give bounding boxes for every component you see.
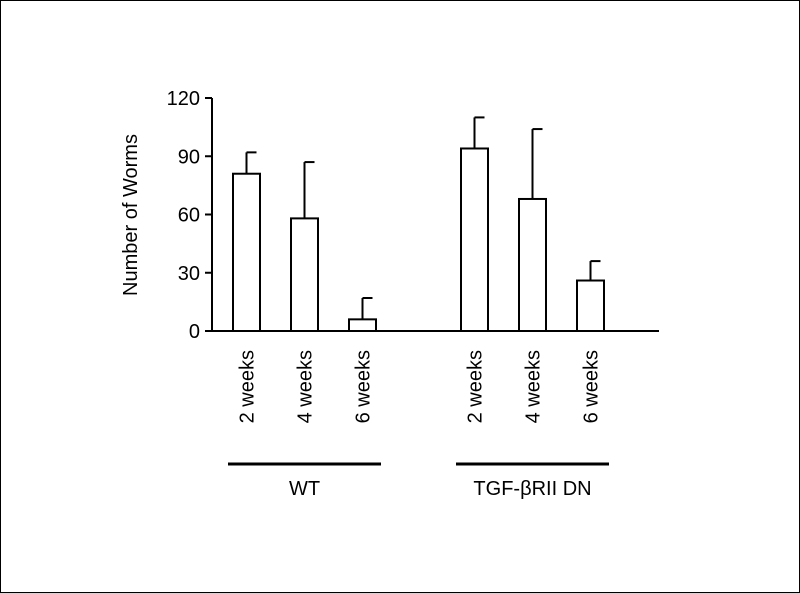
- x-category-label: 2 weeks: [237, 350, 259, 423]
- axes: 0 30 60 90 120: [167, 88, 659, 343]
- y-tick-label: 0: [189, 321, 200, 343]
- y-tick-label: 120: [167, 88, 200, 110]
- bar: [232, 172, 261, 332]
- bar: [576, 279, 605, 332]
- y-tick-label: 90: [178, 146, 200, 168]
- x-category-label: 2 weeks: [465, 350, 487, 423]
- x-category-label: 6 weeks: [581, 350, 603, 423]
- bar: [518, 197, 547, 332]
- bars: [232, 116, 605, 333]
- bar: [460, 147, 489, 332]
- x-category-label: 4 weeks: [523, 350, 545, 423]
- bar: [348, 318, 377, 333]
- group-label: TGF-βRII DN: [473, 478, 591, 500]
- labels: 2 weeks 4 weeks 6 weeks WT 2 weeks 4 weeks 6 w…: [228, 350, 609, 500]
- bar: [290, 217, 319, 332]
- x-category-label: 4 weeks: [295, 350, 317, 423]
- y-tick-label: 60: [178, 205, 200, 227]
- x-category-label: 6 weeks: [353, 350, 375, 423]
- y-axis-label: Number of Worms: [120, 134, 142, 296]
- group-label: WT: [289, 478, 320, 500]
- y-tick-label: 30: [178, 263, 200, 285]
